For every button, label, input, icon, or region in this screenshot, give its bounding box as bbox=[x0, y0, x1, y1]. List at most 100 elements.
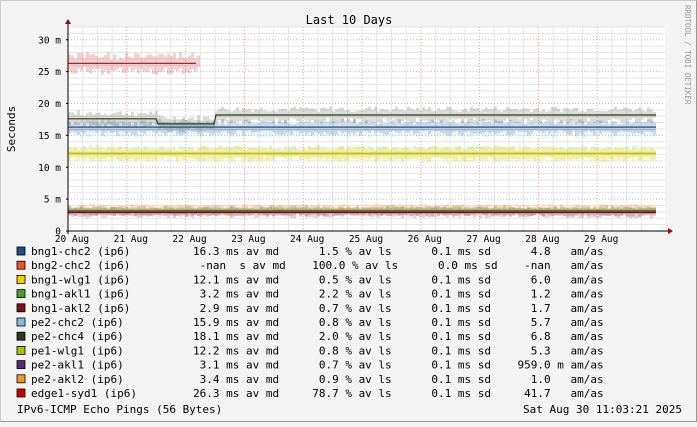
series-band-0 bbox=[629, 123, 632, 133]
series-band-6 bbox=[98, 112, 101, 127]
series-band-4 bbox=[257, 210, 260, 217]
series-band-6 bbox=[251, 111, 254, 120]
series-band-6 bbox=[218, 108, 221, 121]
series-band-4 bbox=[419, 210, 422, 218]
series-band-5 bbox=[443, 122, 446, 135]
series-band-6 bbox=[92, 114, 95, 125]
series-band-0 bbox=[107, 118, 110, 132]
series-band-2 bbox=[470, 147, 473, 163]
series-band-6 bbox=[620, 109, 623, 123]
series-band-4 bbox=[323, 210, 326, 218]
series-band-6 bbox=[578, 111, 581, 123]
series-band-0 bbox=[269, 121, 272, 131]
series-band-7 bbox=[293, 144, 296, 157]
series-band-9 bbox=[407, 204, 410, 212]
series-band-6 bbox=[548, 110, 551, 122]
x-tick-label: 21 Aug bbox=[114, 234, 148, 245]
series-band-0 bbox=[596, 120, 599, 131]
series-band-5 bbox=[89, 125, 92, 138]
series-band-0 bbox=[410, 122, 413, 131]
series-band-4 bbox=[101, 208, 104, 218]
series-band-0 bbox=[551, 121, 554, 131]
series-band-10 bbox=[95, 56, 98, 70]
series-band-5 bbox=[170, 123, 173, 134]
series-band-0 bbox=[356, 123, 359, 133]
series-band-2 bbox=[509, 146, 512, 159]
series-band-7 bbox=[374, 149, 377, 162]
series-band-5 bbox=[461, 125, 464, 138]
series-band-0 bbox=[518, 119, 521, 132]
series-band-5 bbox=[236, 123, 239, 138]
series-band-7 bbox=[584, 145, 587, 158]
series-band-5 bbox=[86, 125, 89, 137]
series-band-0 bbox=[647, 119, 650, 132]
series-band-7 bbox=[263, 148, 266, 157]
series-band-2 bbox=[386, 146, 389, 158]
series-band-5 bbox=[356, 122, 359, 133]
series-band-5 bbox=[401, 123, 404, 134]
series-band-4 bbox=[185, 210, 188, 217]
series-band-6 bbox=[131, 111, 134, 123]
series-band-7 bbox=[287, 147, 290, 157]
series-band-2 bbox=[650, 147, 653, 163]
series-band-5 bbox=[323, 125, 326, 137]
series-band-9 bbox=[422, 204, 425, 213]
legend-swatch bbox=[16, 374, 26, 384]
series-band-0 bbox=[479, 123, 482, 135]
series-band-9 bbox=[599, 203, 602, 214]
series-band-6 bbox=[395, 106, 398, 122]
series-band-0 bbox=[386, 122, 389, 136]
series-band-7 bbox=[572, 147, 575, 158]
series-band-0 bbox=[332, 121, 335, 136]
series-band-6 bbox=[410, 108, 413, 123]
series-band-6 bbox=[104, 113, 107, 127]
series-band-7 bbox=[533, 149, 536, 162]
series-band-5 bbox=[266, 122, 269, 135]
series-band-2 bbox=[251, 147, 254, 162]
series-band-4 bbox=[617, 209, 620, 219]
series-band-7 bbox=[155, 149, 158, 160]
series-band-0 bbox=[392, 119, 395, 131]
series-band-2 bbox=[353, 150, 356, 161]
series-band-2 bbox=[185, 147, 188, 158]
series-band-5 bbox=[632, 123, 635, 134]
series-band-6 bbox=[269, 111, 272, 122]
series-band-10 bbox=[194, 57, 197, 72]
series-band-6 bbox=[581, 111, 584, 123]
series-band-5 bbox=[164, 125, 167, 137]
series-band-0 bbox=[431, 119, 434, 131]
series-band-6 bbox=[431, 111, 434, 123]
series-band-10 bbox=[197, 55, 200, 68]
series-band-10 bbox=[92, 53, 95, 70]
series-band-7 bbox=[431, 145, 434, 158]
series-band-4 bbox=[317, 209, 320, 217]
series-band-2 bbox=[101, 150, 104, 162]
series-band-6 bbox=[446, 106, 449, 119]
series-band-9 bbox=[350, 206, 353, 214]
series-band-4 bbox=[569, 209, 572, 218]
series-band-3 bbox=[455, 205, 458, 215]
series-band-10 bbox=[143, 57, 146, 72]
series-band-9 bbox=[308, 205, 311, 212]
series-band-10 bbox=[77, 53, 80, 69]
series-band-6 bbox=[560, 111, 563, 123]
series-band-2 bbox=[635, 145, 638, 157]
series-band-2 bbox=[548, 146, 551, 157]
series-band-4 bbox=[371, 210, 374, 218]
series-band-6 bbox=[266, 111, 269, 121]
series-band-9 bbox=[368, 205, 371, 212]
series-band-5 bbox=[503, 122, 506, 136]
series-band-7 bbox=[476, 145, 479, 157]
y-tick-label: 25 m bbox=[38, 67, 61, 78]
series-band-6 bbox=[500, 111, 503, 124]
series-band-10 bbox=[101, 57, 104, 75]
series-band-7 bbox=[488, 145, 491, 157]
series-band-7 bbox=[149, 149, 152, 161]
y-tick-label: 5 m bbox=[44, 195, 61, 206]
series-band-0 bbox=[632, 122, 635, 135]
x-tick-label: 28 Aug bbox=[525, 234, 559, 245]
series-band-2 bbox=[104, 148, 107, 161]
series-band-9 bbox=[215, 204, 218, 212]
series-band-6 bbox=[575, 107, 578, 120]
series-band-7 bbox=[467, 146, 470, 158]
